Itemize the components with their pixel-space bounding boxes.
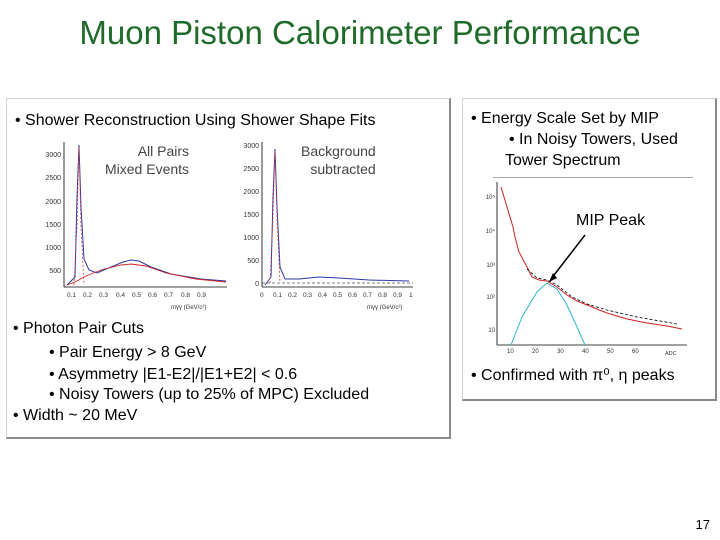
p1-xtick: 0.5 xyxy=(132,292,141,299)
p1-peak-fit xyxy=(73,146,85,286)
p2-xtick: 1 xyxy=(409,292,413,299)
p3-ytick: 10² xyxy=(486,295,495,301)
mip-arrow xyxy=(550,234,586,280)
mass-plot-all-pairs: 3000 2500 2000 1500 1000 500 0.1 0.2 0.3… xyxy=(45,142,227,311)
energy-scale-line2: • In Noisy Towers, Used xyxy=(509,131,678,148)
cuts-line2: • Pair Energy > 8 GeV xyxy=(49,344,207,361)
p2-ytick: 1000 xyxy=(243,235,259,242)
adc-spectrum-plot: 10⁵ 10⁴ 10³ 10² 10 10 20 30 40 50 60 ADC xyxy=(486,182,687,357)
p2-xtick: 0.9 xyxy=(393,292,402,299)
p3-ytick: 10⁴ xyxy=(486,228,496,235)
mass-plot-background-subtracted: 3000 2500 2000 1500 1000 500 0 0 0.1 0.2… xyxy=(243,142,413,311)
page-number: 17 xyxy=(695,517,710,532)
p1-ytick: 3000 xyxy=(45,152,61,159)
left-panel: • Shower Reconstruction Using Shower Sha… xyxy=(6,98,451,439)
p3-data-curve xyxy=(500,186,683,330)
p1-xtick: 0.7 xyxy=(164,292,173,299)
p2-ytick: 0 xyxy=(255,281,259,288)
p3-xtick: 40 xyxy=(582,349,589,355)
plot1-label-line1: All Pairs xyxy=(137,143,190,159)
p2-xtick: 0.5 xyxy=(333,292,342,299)
divider xyxy=(493,177,693,178)
p1-xtick: 0.9 xyxy=(197,292,206,299)
p1-xlabel: mγγ (GeV/c²) xyxy=(171,305,206,311)
p2-ytick: 3000 xyxy=(243,143,259,150)
p2-xtick: 0.6 xyxy=(348,292,357,299)
plot2-label-line2: subtracted xyxy=(310,161,376,177)
p3-xtick: 50 xyxy=(607,349,614,355)
shower-heading: • Shower Reconstruction Using Shower Sha… xyxy=(15,112,376,129)
p3-xtick: 20 xyxy=(532,349,539,355)
p1-xtick: 0.8 xyxy=(181,292,190,299)
p2-ytick: 2500 xyxy=(243,166,259,173)
cuts-line1: • Photon Pair Cuts xyxy=(13,320,144,337)
p3-ytick: 10 xyxy=(488,328,495,334)
plot2-label-line1: Background xyxy=(301,143,376,159)
cuts-line5: • Width ~ 20 MeV xyxy=(13,407,138,424)
p3-ytick: 10³ xyxy=(486,263,495,269)
p2-xlabel: mγγ (GeV/c²) xyxy=(367,305,402,311)
p1-mixed-curve xyxy=(66,263,227,286)
p2-ytick: 500 xyxy=(247,258,259,265)
cuts-line4: • Noisy Towers (up to 25% of MPC) Exclud… xyxy=(49,386,370,403)
p2-xtick: 0 xyxy=(260,292,264,299)
p3-xtick: 60 xyxy=(632,349,639,355)
p2-ytick: 1500 xyxy=(243,212,259,219)
p2-xtick: 0.8 xyxy=(378,292,387,299)
right-panel: • Energy Scale Set by MIP • In Noisy Tow… xyxy=(462,98,717,401)
p2-xtick: 0.7 xyxy=(363,292,372,299)
cuts-line3: • Asymmetry |E1-E2|/|E1+E2| < 0.6 xyxy=(49,366,298,383)
p3-mip-curve xyxy=(510,282,586,346)
p2-xtick: 0.4 xyxy=(318,292,327,299)
p1-xtick: 0.1 xyxy=(67,292,76,299)
p2-signal-curve xyxy=(264,148,410,286)
p3-xtick: 30 xyxy=(557,349,564,355)
p1-xtick: 0.2 xyxy=(83,292,92,299)
mip-peak-label: MIP Peak xyxy=(576,212,646,229)
p2-xtick: 0.3 xyxy=(303,292,312,299)
p2-ytick: 2000 xyxy=(243,189,259,196)
energy-scale-line1: • Energy Scale Set by MIP xyxy=(471,110,659,127)
p3-xlabel: ADC xyxy=(665,351,677,357)
plot1-label-line2: Mixed Events xyxy=(105,161,190,177)
p1-signal-curve xyxy=(66,144,227,286)
plot2-label: Background subtracted xyxy=(301,142,376,178)
p2-xtick: 0.2 xyxy=(288,292,297,299)
slide-title: Muon Piston Calorimeter Performance xyxy=(79,14,641,51)
p1-ytick: 500 xyxy=(49,268,61,275)
p1-ytick: 2000 xyxy=(45,199,61,206)
p2-xtick: 0.1 xyxy=(273,292,282,299)
p1-ytick: 2500 xyxy=(45,175,61,182)
p1-ytick: 1500 xyxy=(45,222,61,229)
energy-scale-line3: Tower Spectrum xyxy=(505,152,621,169)
p1-xtick: 0.4 xyxy=(116,292,125,299)
confirmed-line: • Confirmed with π⁰, η peaks xyxy=(471,367,675,384)
p1-xtick: 0.3 xyxy=(99,292,108,299)
plot1-label: All Pairs Mixed Events xyxy=(105,142,189,178)
p1-xtick: 0.6 xyxy=(148,292,157,299)
p1-ytick: 1000 xyxy=(45,245,61,252)
p3-ytick: 10⁵ xyxy=(486,194,496,201)
mip-arrowhead xyxy=(549,273,557,282)
p3-fit-curve xyxy=(526,268,678,325)
p2-peak-fit xyxy=(269,150,281,284)
p3-xtick: 10 xyxy=(507,349,514,355)
